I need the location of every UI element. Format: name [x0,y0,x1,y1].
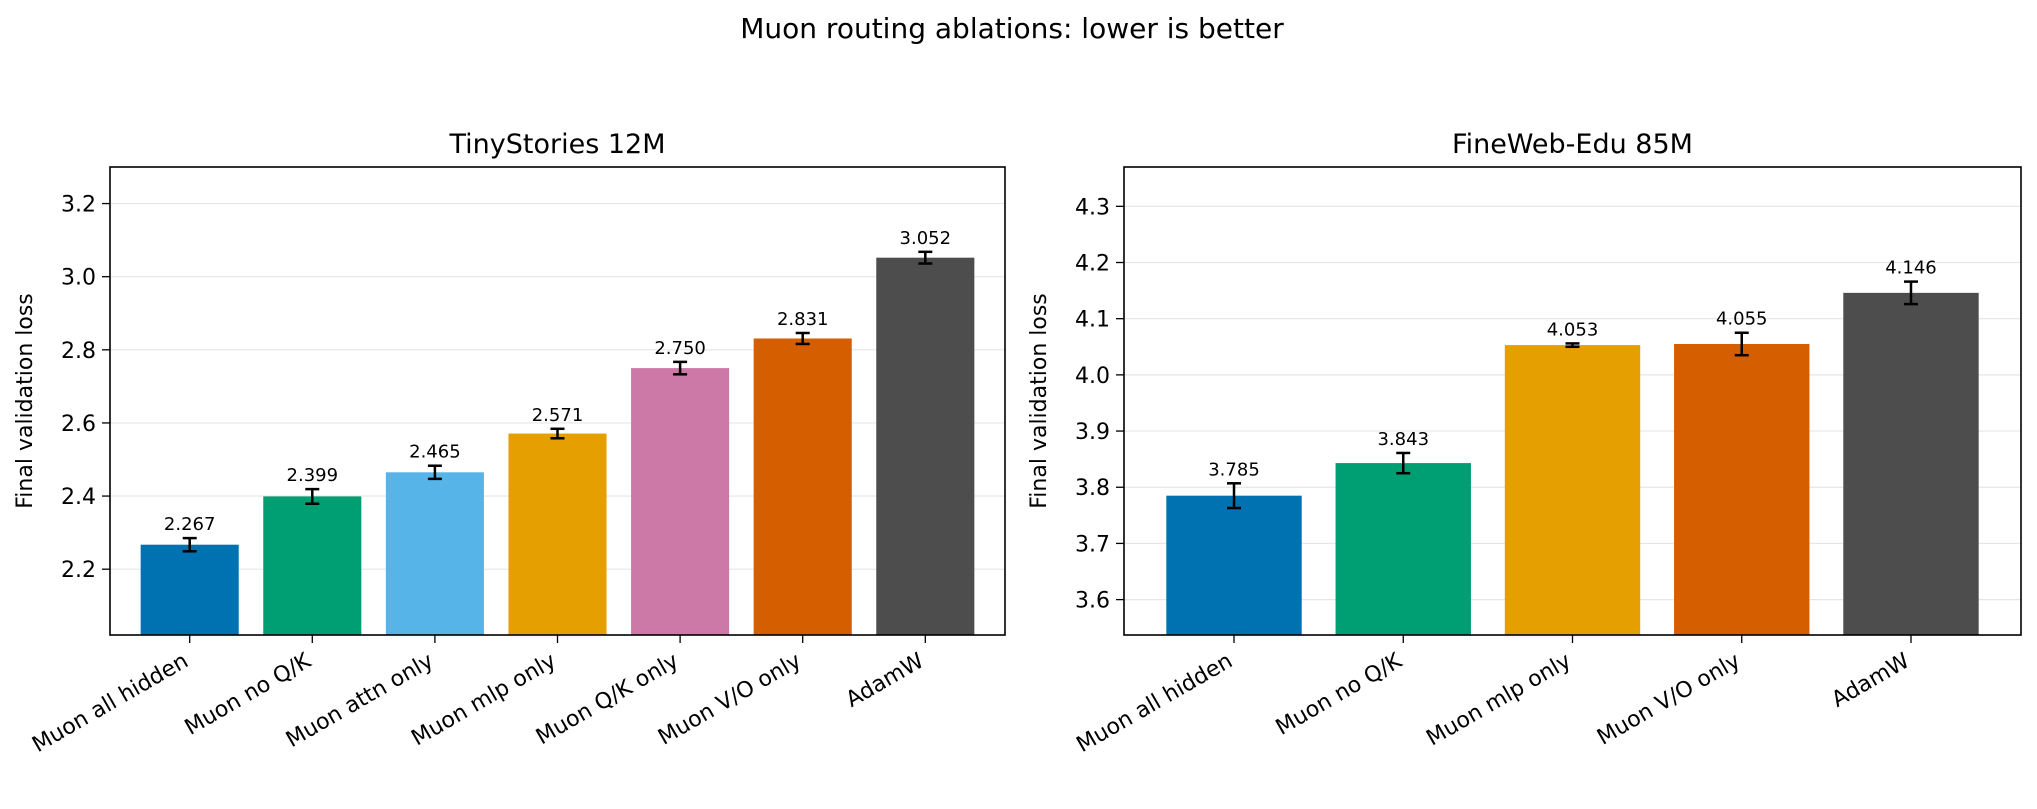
value-label: 3.052 [900,228,952,249]
y-tick-label: 3.8 [1075,476,1110,501]
x-tick-label: Muon V/O only [1593,649,1745,751]
y-tick-label: 3.7 [1075,532,1110,557]
y-axis-label: Final validation loss [1027,293,1052,509]
y-tick-label: 3.9 [1075,420,1110,445]
y-tick-label: 3.6 [1075,589,1110,614]
value-label: 2.399 [287,465,339,486]
panel-tinystories: 2.2 2.4 2.6 2.8 3.0 3.2 2.267 Muon all hidden 2.… [13,129,1006,758]
y-tick-label: 2.2 [61,558,96,583]
value-label: 2.465 [409,442,461,463]
figure-suptitle: Muon routing ablations: lower is better [740,12,1284,45]
bar [263,496,362,635]
y-tick-label: 2.6 [61,412,96,437]
y-axis-label: Final validation loss [13,293,38,509]
bar [631,368,730,635]
value-label: 2.571 [532,405,584,426]
y-tick-label: 4.0 [1075,364,1110,389]
axes-frame [109,166,1006,636]
y-tick-label: 3.0 [61,266,96,291]
bar [1504,345,1641,635]
x-tick-label: Muon mlp only [1422,649,1575,752]
x-tick-label: AdamW [842,648,929,712]
y-tick-label: 3.2 [61,193,96,218]
bar [508,433,607,635]
value-label: 4.053 [1547,319,1599,340]
x-tick-label: Muon all hidden [28,649,192,758]
bar [140,544,239,635]
bar [1335,463,1471,635]
bar [385,472,484,635]
bar [1843,292,1979,635]
value-label: 3.785 [1208,459,1260,480]
y-tick-label: 4.2 [1075,252,1110,277]
x-tick-label: Muon all hidden [1073,649,1237,758]
bar [1674,343,1810,635]
bar [1166,495,1302,635]
y-tick-label: 2.8 [61,339,96,364]
value-label: 2.267 [164,514,216,535]
y-tick-label: 2.4 [61,485,96,510]
bar [753,338,852,635]
panel-fineweb: 3.6 3.7 3.8 3.9 4.0 4.1 4.2 4.3 3.785 Muon all hi… [1027,129,2022,758]
value-label: 2.831 [777,309,829,330]
value-label: 4.055 [1716,309,1768,330]
x-tick-label: AdamW [1828,648,1915,712]
panel-title: FineWeb-Edu 85M [1452,129,1693,160]
value-label: 3.843 [1377,429,1429,450]
x-tick-label: Muon no Q/K [1272,648,1407,740]
y-tick-label: 4.3 [1075,195,1110,220]
value-label: 2.750 [654,338,706,359]
axes-frame [1123,166,2022,636]
bar [876,257,975,635]
y-tick-label: 4.1 [1075,308,1110,333]
value-label: 4.146 [1885,258,1937,279]
panel-title: TinyStories 12M [448,129,665,160]
